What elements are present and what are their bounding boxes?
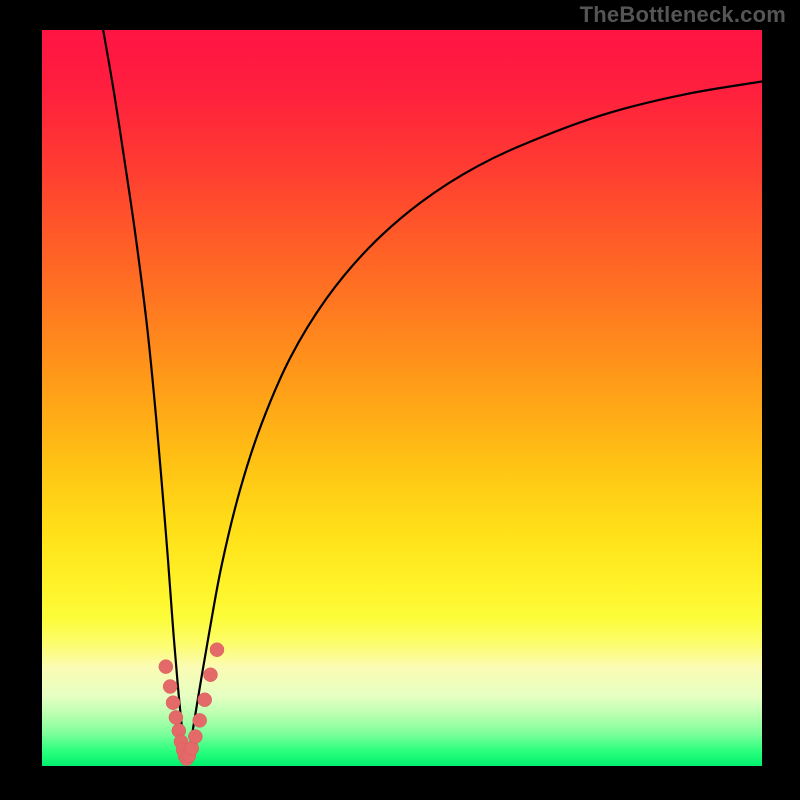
curve-marker [203,668,217,682]
curve-marker [163,680,177,694]
bottleneck-chart [0,0,800,800]
curve-marker [169,710,183,724]
curve-marker [166,696,180,710]
curve-marker [210,643,224,657]
chart-container: TheBottleneck.com [0,0,800,800]
curve-marker [159,660,173,674]
plot-background-gradient [42,30,762,766]
curve-marker [188,730,202,744]
curve-marker [193,713,207,727]
curve-marker [198,693,212,707]
